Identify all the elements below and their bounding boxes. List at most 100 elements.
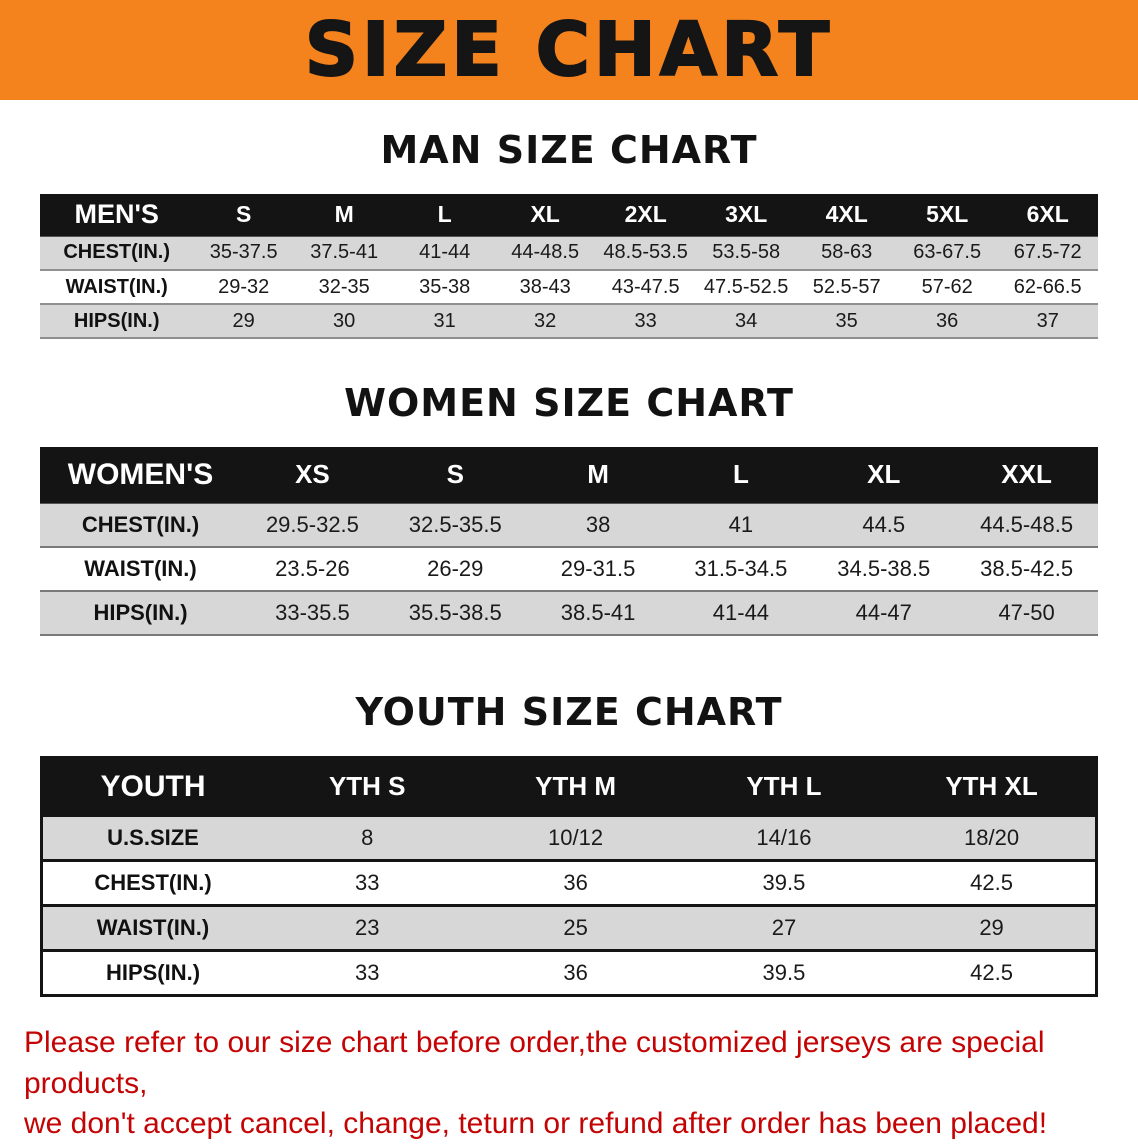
page-title: SIZE CHART [304,7,834,93]
size-value-cell: 29 [888,905,1097,951]
row-label: WAIST(IN.) [41,905,264,951]
size-value-cell: 29-32 [218,275,270,298]
size-value-cell: 44.5-48.5 [955,503,1098,547]
size-value-cell: 35-38 [419,275,471,298]
size-value-cell: 14/16 [679,815,889,861]
size-value-cell: 29.5-32.5 [241,503,384,547]
size-value-cell: 44.5 [812,503,956,547]
size-value-cell: 26-29 [427,556,484,581]
youth-section: YOUTH SIZE CHART YOUTH YTH S YTH M YTH L YTH… [0,690,1138,997]
row-label: CHEST(IN.) [94,870,212,895]
size-value-cell: 29-31.5 [560,556,636,581]
size-value-cell: 38.5-42.5 [980,556,1074,581]
banner: SIZE CHART [0,0,1138,100]
size-value-cell: 44-48.5 [494,236,596,270]
size-column-header: S [193,194,294,236]
size-value-cell: 52.5-57 [812,275,881,298]
size-value-cell: 47-50 [955,591,1098,635]
table-row: CHEST(IN.) 35-37.5 37.5-41 41-44 44-48.5 48.5… [40,236,1098,270]
row-label: CHEST(IN.) [40,236,194,270]
row-label: CHEST(IN.) [40,503,242,547]
size-value-cell: 31.5-34.5 [694,556,788,581]
table-row: WAIST(IN.) 23 25 27 29 [41,905,1097,951]
size-value-cell: 41 [669,503,813,547]
table-title-cell: WOMEN'S [40,447,242,503]
table-row: CHEST(IN.) 29.5-32.5 32.5-35.5 38 41 44.5 44.5… [40,503,1098,547]
size-column-header: 6XL [997,194,1098,236]
size-column-header: XL [494,194,596,236]
size-value-cell: 39.5 [762,870,806,895]
size-value-cell: 25 [471,905,680,951]
size-value-cell: 62-66.5 [1013,275,1082,298]
size-value-cell: 38-43 [519,275,571,298]
table-row: HIPS(IN.) 29 30 31 32 33 34 35 36 37 [40,304,1098,338]
size-value-cell: 63-67.5 [896,236,998,270]
table-row: U.S.SIZE 8 10/12 14/16 18/20 [41,815,1097,861]
size-value-cell: 37 [997,304,1098,338]
size-value-cell: 23.5-26 [275,556,350,581]
size-value-cell: 53.5-58 [695,236,797,270]
youth-size-table: YOUTH YTH S YTH M YTH L YTH XL U.S.SIZE 8 10/12… [40,756,1098,997]
size-value-cell: 41-44 [394,236,495,270]
size-column-header: L [394,194,495,236]
size-value-cell: 27 [679,905,889,951]
size-value-cell: 37.5-41 [293,236,395,270]
table-row: WAIST(IN.) 29-32 32-35 35-38 38-43 43-47.5 47.… [40,270,1098,304]
disclaimer-note: Please refer to our size chart before or… [24,1023,1114,1145]
size-value-cell: 38 [526,503,670,547]
table-row: HIPS(IN.) 33 36 39.5 42.5 [41,951,1097,996]
size-value-cell: 57-62 [921,275,973,298]
size-value-cell: 36 [563,870,588,895]
size-value-cell: 33-35.5 [241,591,384,635]
size-value-cell: 48.5-53.5 [595,236,696,270]
size-value-cell: 35-37.5 [193,236,294,270]
size-column-header: S [383,447,527,503]
size-value-cell: 58-63 [796,236,897,270]
size-column-header: 3XL [695,194,797,236]
size-column-header: L [669,447,813,503]
row-label: HIPS(IN.) [40,304,194,338]
size-value-cell: 36 [896,304,998,338]
size-value-cell: 33 [354,960,380,985]
size-column-header: M [293,194,395,236]
size-value-cell: 42.5 [970,960,1013,985]
size-value-cell: 32 [494,304,596,338]
size-value-cell: 41-44 [669,591,813,635]
size-value-cell: 33 [595,304,696,338]
size-column-header: M [526,447,670,503]
youth-section-heading: YOUTH SIZE CHART [355,690,783,734]
women-section-heading: WOMEN SIZE CHART [344,381,794,425]
size-column-header: XXL [955,447,1098,503]
size-value-cell: 43-47.5 [611,275,680,298]
row-label: U.S.SIZE [41,815,264,861]
size-column-header: XL [812,447,956,503]
header-row: WOMEN'S XS S M L XL XXL [40,447,1098,503]
row-label: HIPS(IN.) [40,591,242,635]
table-title-cell: MEN'S [40,194,194,236]
size-value-cell: 32.5-35.5 [383,503,527,547]
size-value-cell: 31 [394,304,495,338]
size-value-cell: 29 [193,304,294,338]
size-value-cell: 38.5-41 [526,591,670,635]
men-section: MAN SIZE CHART MEN'S S M L XL 2XL 3XL 4XL 5XL 6XL… [0,128,1138,339]
row-label: WAIST(IN.) [84,556,197,581]
size-value-cell: 33 [354,870,380,895]
size-column-header: YTH L [679,757,889,816]
size-column-header: XS [241,447,384,503]
women-section: WOMEN SIZE CHART WOMEN'S XS S M L XL XXL CHEST(… [0,381,1138,636]
size-value-cell: 36 [563,960,588,985]
row-label: HIPS(IN.) [105,960,201,985]
size-value-cell: 18/20 [888,815,1097,861]
size-value-cell: 34 [695,304,797,338]
men-section-heading: MAN SIZE CHART [380,128,758,172]
table-row: CHEST(IN.) 33 36 39.5 42.5 [41,861,1097,906]
size-value-cell: 42.5 [970,870,1013,895]
men-size-table: MEN'S S M L XL 2XL 3XL 4XL 5XL 6XL CHEST(IN.) 35-37… [40,194,1098,339]
size-value-cell: 23 [263,905,472,951]
table-row: WAIST(IN.) 23.5-26 26-29 29-31.5 31.5-34.5 34… [40,547,1098,591]
size-value-cell: 35.5-38.5 [383,591,527,635]
table-row: HIPS(IN.) 33-35.5 35.5-38.5 38.5-41 41-44 44-… [40,591,1098,635]
size-value-cell: 10/12 [471,815,680,861]
table-title-cell: YOUTH [41,757,264,816]
